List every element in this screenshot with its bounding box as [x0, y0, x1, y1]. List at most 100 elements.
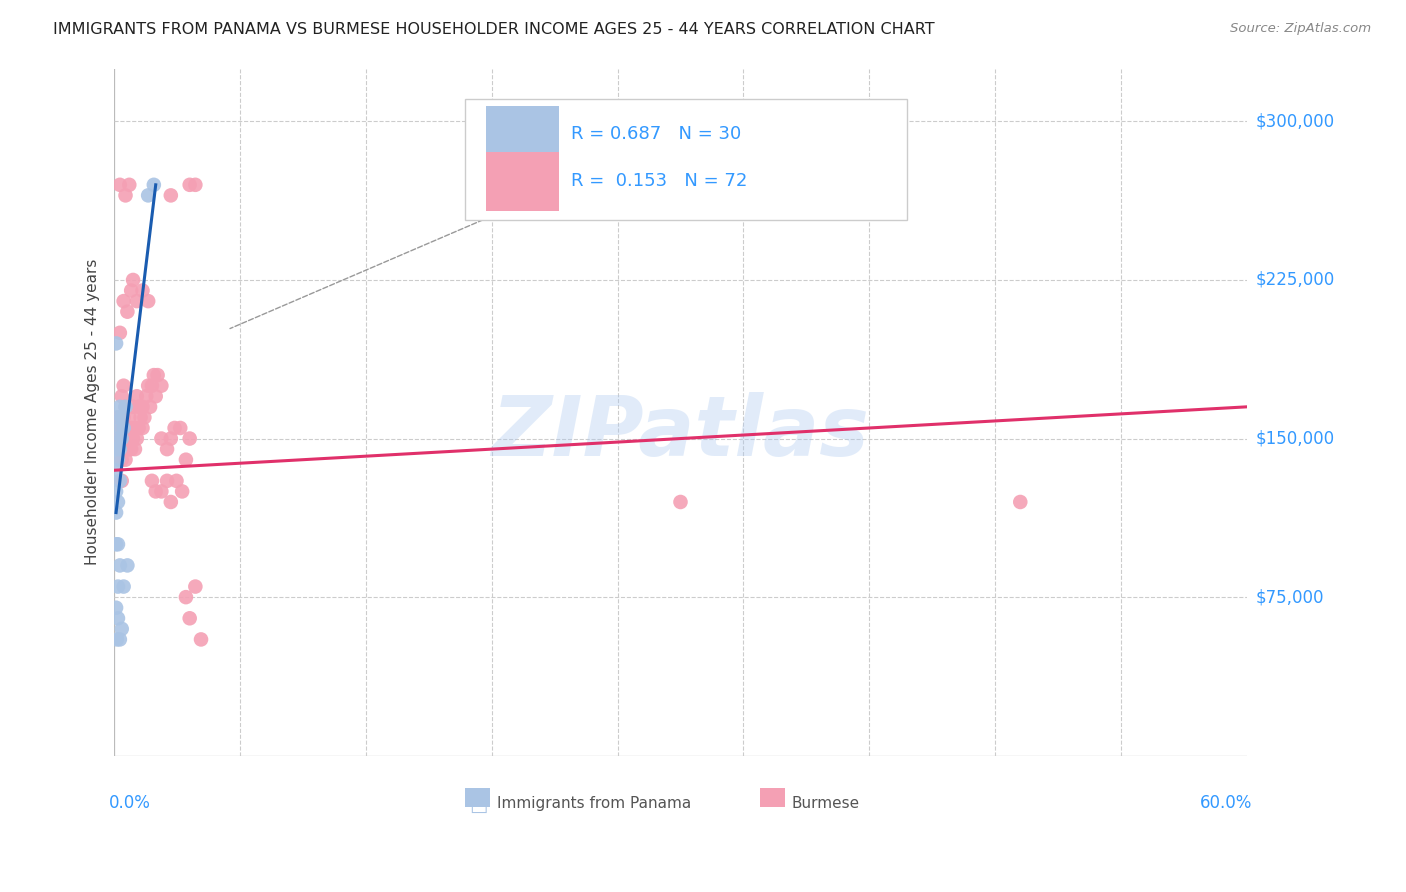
Point — [159, 495, 181, 509]
Text: $225,000: $225,000 — [1256, 271, 1336, 289]
Point — [156, 474, 179, 488]
Point — [105, 484, 128, 499]
Point — [122, 400, 145, 414]
Point — [156, 442, 179, 457]
Text: $75,000: $75,000 — [1256, 588, 1324, 607]
Point — [145, 484, 167, 499]
Point — [107, 611, 129, 625]
Point — [112, 294, 135, 309]
Point — [108, 474, 131, 488]
Point — [112, 378, 135, 392]
Point — [117, 304, 139, 318]
Point — [118, 442, 141, 457]
Point — [128, 400, 150, 414]
Point — [108, 421, 131, 435]
Point — [190, 632, 212, 647]
Point — [150, 484, 173, 499]
Point — [166, 474, 188, 488]
Point — [159, 432, 181, 446]
Point — [120, 421, 142, 435]
FancyBboxPatch shape — [485, 153, 560, 211]
Text: Source: ZipAtlas.com: Source: ZipAtlas.com — [1230, 22, 1371, 36]
Point — [112, 580, 135, 594]
Point — [142, 178, 165, 192]
Text: IMMIGRANTS FROM PANAMA VS BURMESE HOUSEHOLDER INCOME AGES 25 - 44 YEARS CORRELAT: IMMIGRANTS FROM PANAMA VS BURMESE HOUSEH… — [53, 22, 935, 37]
Point — [112, 410, 135, 425]
Point — [125, 389, 148, 403]
Point — [135, 389, 157, 403]
Bar — [759, 788, 785, 807]
Point — [111, 474, 134, 488]
Point — [184, 580, 207, 594]
Point — [114, 400, 136, 414]
Point — [125, 294, 148, 309]
Text: □: □ — [470, 796, 488, 814]
Point — [114, 452, 136, 467]
Text: R =  0.153   N = 72: R = 0.153 N = 72 — [571, 172, 747, 190]
Point — [108, 400, 131, 414]
Point — [111, 410, 134, 425]
Point — [120, 442, 142, 457]
Point — [107, 452, 129, 467]
Point — [159, 188, 181, 202]
Point — [111, 452, 134, 467]
Point — [105, 537, 128, 551]
Point — [122, 273, 145, 287]
Point — [124, 421, 146, 435]
Point — [131, 284, 153, 298]
Point — [179, 432, 201, 446]
Text: Immigrants from Panama: Immigrants from Panama — [496, 796, 692, 811]
Point — [105, 442, 128, 457]
Point — [174, 452, 197, 467]
Point — [136, 188, 159, 202]
Point — [136, 378, 159, 392]
Point — [118, 178, 141, 192]
Y-axis label: Householder Income Ages 25 - 44 years: Householder Income Ages 25 - 44 years — [86, 259, 100, 566]
Point — [134, 410, 156, 425]
Point — [108, 178, 131, 192]
Point — [139, 400, 162, 414]
Point — [105, 336, 128, 351]
Point — [112, 421, 135, 435]
Point — [111, 421, 134, 435]
Point — [131, 400, 153, 414]
Point — [107, 410, 129, 425]
Text: 60.0%: 60.0% — [1201, 794, 1253, 812]
Point — [124, 442, 146, 457]
Point — [114, 188, 136, 202]
Point — [141, 378, 163, 392]
Point — [141, 474, 163, 488]
Text: ZIPatlas: ZIPatlas — [492, 392, 869, 474]
Point — [122, 432, 145, 446]
Point — [107, 432, 129, 446]
Point — [150, 432, 173, 446]
Point — [114, 432, 136, 446]
Point — [117, 442, 139, 457]
Point — [105, 600, 128, 615]
Point — [184, 178, 207, 192]
Point — [108, 632, 131, 647]
Point — [108, 558, 131, 573]
Point — [108, 326, 131, 340]
Point — [174, 590, 197, 604]
Text: R = 0.687   N = 30: R = 0.687 N = 30 — [571, 126, 741, 144]
Point — [107, 495, 129, 509]
Point — [131, 421, 153, 435]
Point — [179, 611, 201, 625]
Point — [146, 368, 169, 383]
Point — [136, 294, 159, 309]
Text: $300,000: $300,000 — [1256, 112, 1334, 130]
Point — [114, 400, 136, 414]
Point — [117, 421, 139, 435]
Point — [111, 622, 134, 636]
Point — [108, 442, 131, 457]
Point — [125, 432, 148, 446]
Point — [117, 558, 139, 573]
Point — [169, 421, 191, 435]
Point — [142, 368, 165, 383]
Point — [107, 410, 129, 425]
Point — [111, 389, 134, 403]
Point — [118, 432, 141, 446]
Point — [111, 432, 134, 446]
Point — [107, 432, 129, 446]
